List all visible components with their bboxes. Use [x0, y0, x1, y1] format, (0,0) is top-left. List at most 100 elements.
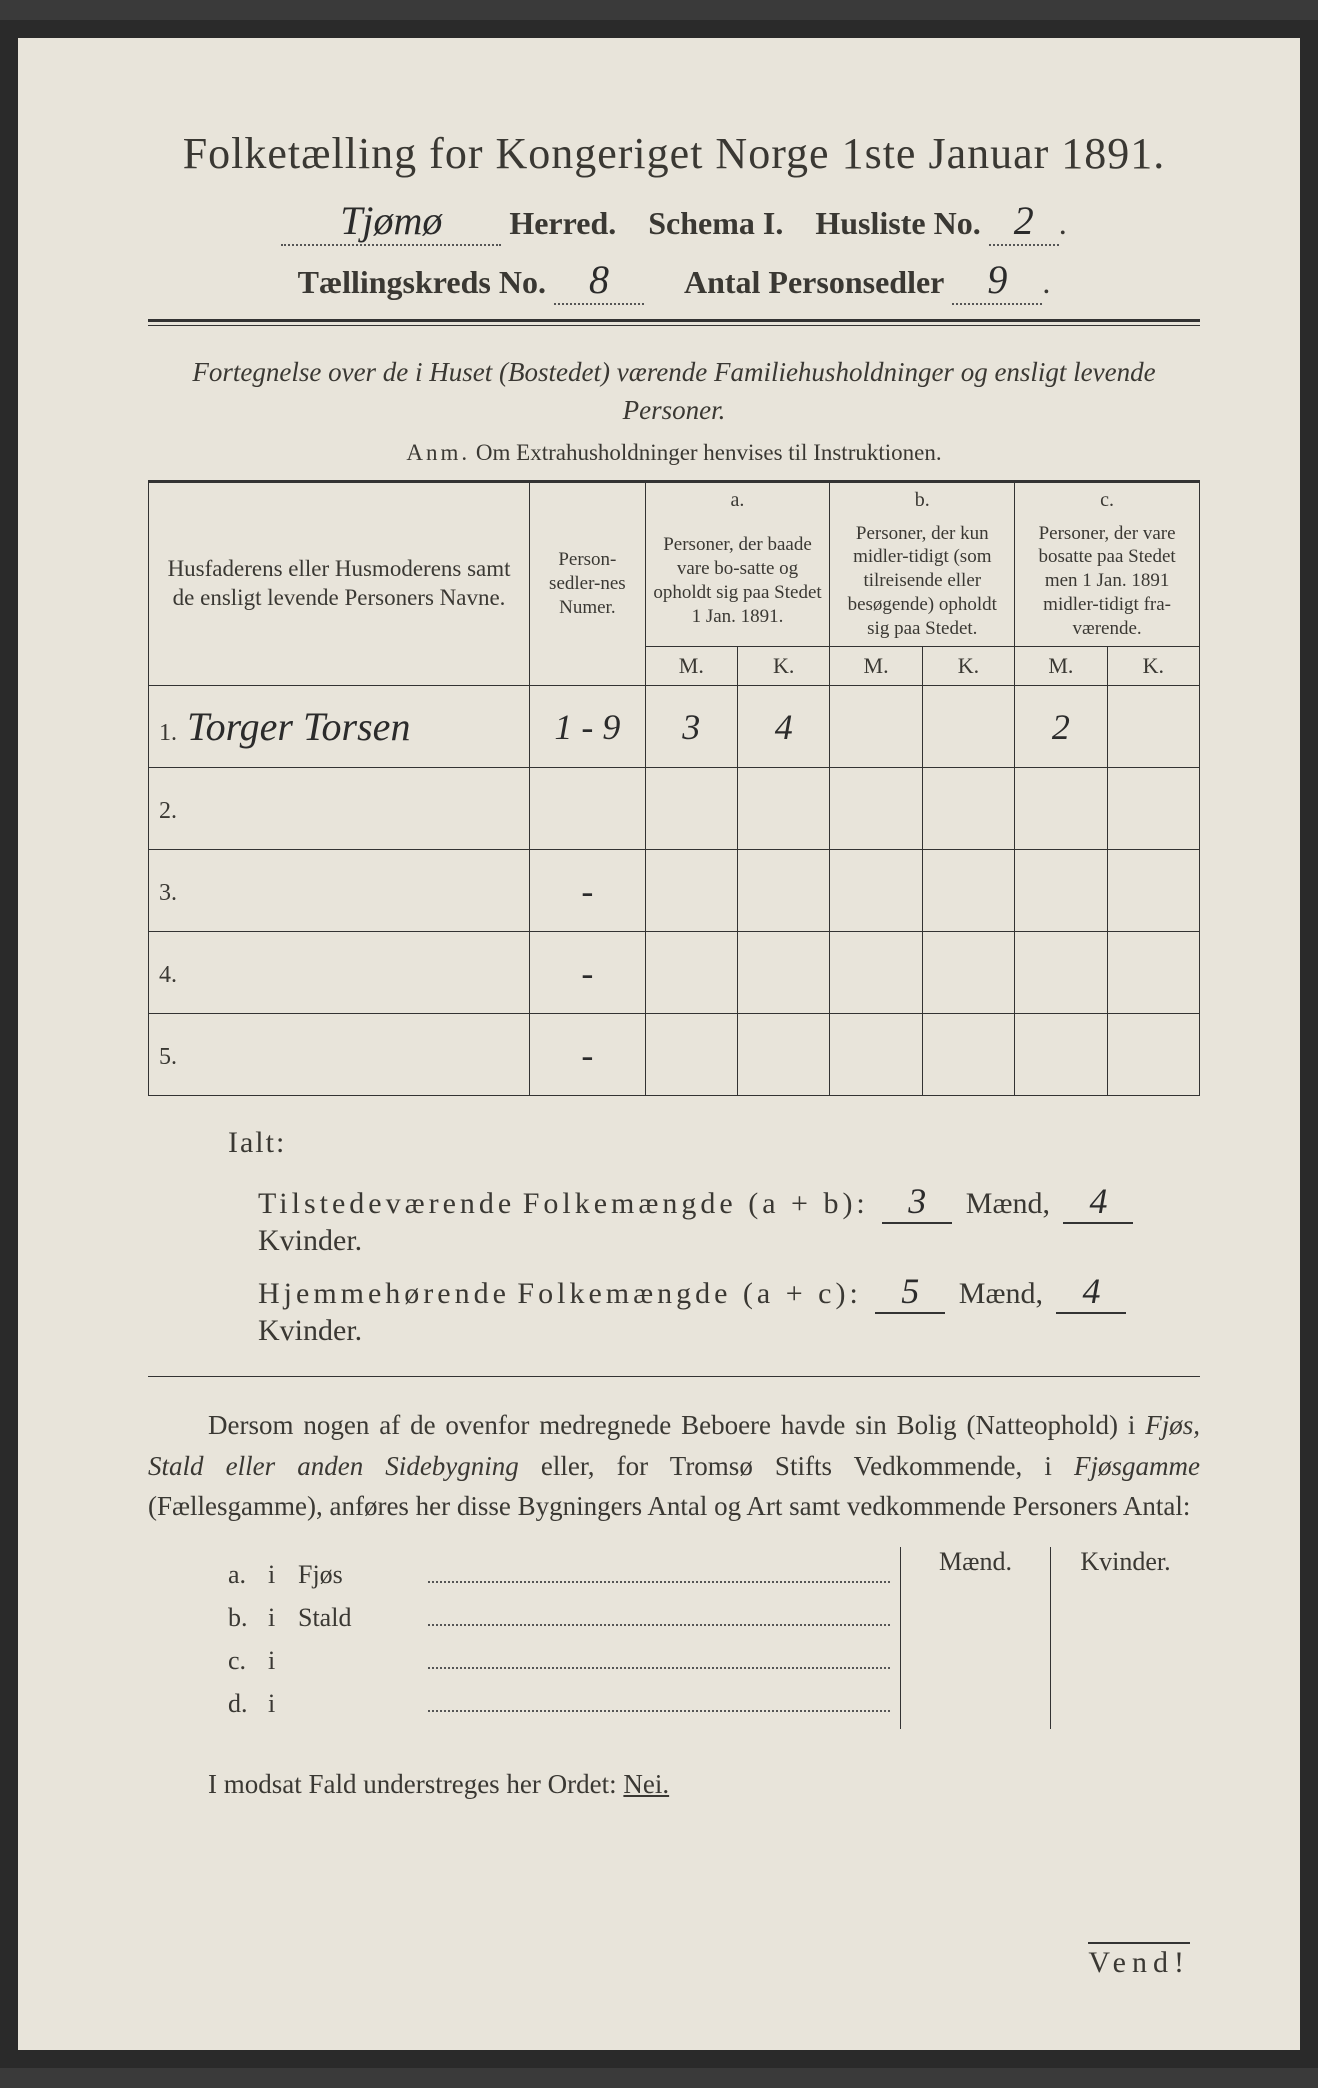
tilstede-row: Tilstedeværende Folkemængde (a + b): 3 M… — [258, 1180, 1200, 1258]
herred-field: Tjømø — [281, 197, 501, 246]
row-num: - — [530, 932, 645, 1014]
kvinder-1: Kvinder. — [258, 1224, 362, 1257]
row-ak — [738, 850, 830, 932]
col-num-header: Person-sedler-nes Numer. — [530, 481, 645, 686]
col-name-header: Husfaderens eller Husmoderens samt de en… — [149, 481, 530, 686]
bygn-i: i — [268, 1646, 298, 1676]
bygn-letter: b. — [228, 1603, 268, 1633]
row-ck — [1107, 686, 1199, 768]
row-cm — [1015, 768, 1107, 850]
bygn-dots — [428, 1557, 890, 1583]
row-ck — [1107, 1014, 1199, 1096]
kreds-label: Tællingskreds No. — [298, 264, 546, 300]
buildings-list: a.iFjøsb.iStaldc.id.i — [148, 1547, 900, 1729]
antal-label: Antal Personsedler — [684, 264, 944, 300]
schema-label: Schema I. — [648, 205, 783, 241]
kreds-no: 8 — [554, 256, 644, 305]
census-form-page: Folketælling for Kongeriget Norge 1ste J… — [0, 20, 1318, 2068]
a-m: M. — [645, 647, 737, 686]
kvinder-2: Kvinder. — [258, 1314, 362, 1347]
bygn-name: Stald — [298, 1603, 428, 1633]
nei-text: I modsat Fald understreges her Ordet: — [208, 1769, 617, 1799]
bygn-dots — [428, 1600, 890, 1626]
table-row: 2. — [149, 768, 1200, 850]
tils-a: Tilstedeværende — [258, 1187, 515, 1220]
table-row: 1.Torger Torsen1 - 9342 — [149, 686, 1200, 768]
row-cm — [1015, 932, 1107, 1014]
bygn-letter: c. — [228, 1646, 268, 1676]
header-line-3: Tællingskreds No. 8 Antal Personsedler 9… — [148, 256, 1200, 305]
row-am — [645, 850, 737, 932]
col-b-text: Personer, der kun midler-tidigt (som til… — [830, 516, 1015, 647]
herred-label: Herred. — [509, 205, 616, 241]
col-c-text: Personer, der vare bosatte paa Stedet me… — [1015, 516, 1200, 647]
row-am — [645, 768, 737, 850]
antal-no: 9 — [952, 256, 1042, 305]
row-name: 1.Torger Torsen — [149, 686, 530, 768]
col-c-label: c. — [1015, 481, 1200, 516]
row-ak: 4 — [738, 686, 830, 768]
row-bk — [922, 850, 1014, 932]
tils-k: 4 — [1063, 1180, 1133, 1224]
dwelling-paragraph: Dersom nogen af de ovenfor medregnede Be… — [148, 1405, 1200, 1527]
bygn-letter: a. — [228, 1560, 268, 1590]
row-bm — [830, 1014, 922, 1096]
row-num: - — [530, 1014, 645, 1096]
row-bm — [830, 932, 922, 1014]
table-row: 5.- — [149, 1014, 1200, 1096]
maend-col: Mænd. — [901, 1547, 1050, 1729]
buildings-block: a.iFjøsb.iStaldc.id.i Mænd. Kvinder. — [148, 1547, 1200, 1729]
row-bk — [922, 932, 1014, 1014]
husliste-no: 2 — [989, 197, 1059, 246]
building-row: a.iFjøs — [228, 1557, 900, 1590]
col-a-text: Personer, der baade vare bo-satte og oph… — [645, 516, 830, 647]
row-num: 1 - 9 — [530, 686, 645, 768]
row-ak — [738, 932, 830, 1014]
bygn-i: i — [268, 1689, 298, 1719]
ialt-label: Ialt: — [228, 1126, 1200, 1160]
hjem-a: Hjemmehørende — [258, 1277, 510, 1310]
row-name: 4. — [149, 932, 530, 1014]
row-ck — [1107, 850, 1199, 932]
row-ck — [1107, 768, 1199, 850]
row-bk — [922, 686, 1014, 768]
anm-line: Anm. Om Extrahusholdninger henvises til … — [148, 440, 1200, 466]
bygn-letter: d. — [228, 1689, 268, 1719]
subtitle: Fortegnelse over de i Huset (Bostedet) v… — [148, 354, 1200, 430]
row-name: 3. — [149, 850, 530, 932]
main-table: Husfaderens eller Husmoderens samt de en… — [148, 480, 1200, 1097]
table-row: 3.- — [149, 850, 1200, 932]
nei-line: I modsat Fald understreges her Ordet: Ne… — [148, 1769, 1200, 1800]
buildings-counts: Mænd. Kvinder. — [900, 1547, 1200, 1729]
col-a-label: a. — [645, 481, 830, 516]
row-cm — [1015, 1014, 1107, 1096]
hjemme-row: Hjemmehørende Folkemængde (a + c): 5 Mæn… — [258, 1270, 1200, 1348]
row-bk — [922, 1014, 1014, 1096]
hjem-b: Folkemængde (a + c): — [517, 1277, 861, 1310]
row-am — [645, 1014, 737, 1096]
divider-double — [148, 319, 1200, 326]
b-m: M. — [830, 647, 922, 686]
maend-2: Mænd, — [959, 1277, 1043, 1310]
row-ak — [738, 768, 830, 850]
nei-word: Nei. — [623, 1769, 669, 1799]
kvinder-col: Kvinder. — [1050, 1547, 1200, 1729]
row-am: 3 — [645, 686, 737, 768]
totals-block: Ialt: Tilstedeværende Folkemængde (a + b… — [258, 1126, 1200, 1348]
row-name: 2. — [149, 768, 530, 850]
building-row: d.i — [228, 1686, 900, 1719]
row-bm — [830, 850, 922, 932]
building-row: c.i — [228, 1643, 900, 1676]
bygn-dots — [428, 1686, 890, 1712]
divider — [148, 1376, 1200, 1377]
bygn-i: i — [268, 1560, 298, 1590]
row-cm — [1015, 850, 1107, 932]
husliste-label: Husliste No. — [815, 205, 980, 241]
b-k: K. — [922, 647, 1014, 686]
bygn-dots — [428, 1643, 890, 1669]
a-k: K. — [738, 647, 830, 686]
anm-text: Om Extrahusholdninger henvises til Instr… — [476, 440, 942, 465]
tils-b: Folkemængde (a + b): — [523, 1187, 869, 1220]
table-row: 4.- — [149, 932, 1200, 1014]
hjem-m: 5 — [875, 1270, 945, 1314]
